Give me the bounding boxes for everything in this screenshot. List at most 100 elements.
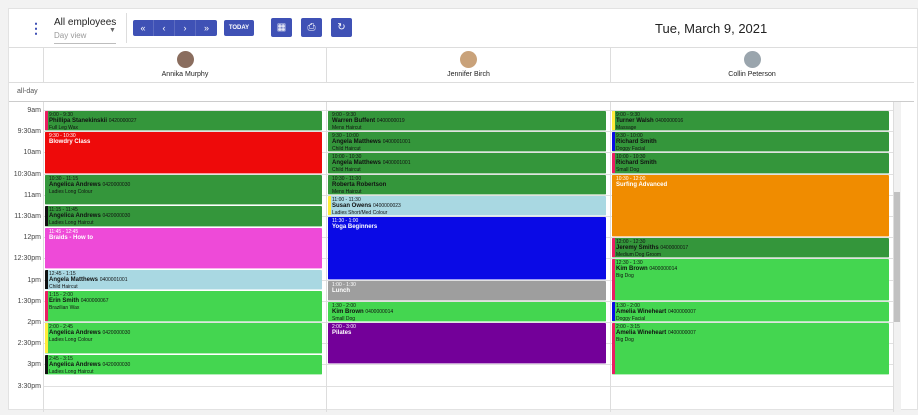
appointment-event[interactable]: 9:30 - 10:30 Blowdry Class [45, 132, 322, 174]
time-label: 9:30am [17, 128, 41, 136]
appointment-event[interactable]: 1:30 - 2:00 Amelia Wineheart 0400000007 Do… [612, 301, 889, 322]
event-client-phone: 0400000007 [667, 308, 696, 315]
appointment-event[interactable]: 2:45 - 3:15 Angelica Andrews 0420000030 La… [45, 354, 322, 375]
event-client-name: Angela Matthews [332, 139, 382, 146]
refresh-icon[interactable]: ↻ [331, 18, 352, 37]
event-service: Massage [616, 125, 637, 131]
appointment-event[interactable]: 11:00 - 11:30 Susan Owens 0400000023 Ladie… [328, 195, 606, 216]
appointment-event[interactable]: 10:30 - 12:00 Surfing Advanced [612, 174, 889, 238]
appointment-event[interactable]: 9:30 - 10:00 Angela Matthews 0400001001 Ch… [328, 132, 606, 153]
appointment-event[interactable]: 1:30 - 2:00 Kim Brown 0400000014 Small Dog [328, 301, 606, 322]
appointment-event[interactable]: 9:00 - 9:30 Turner Walsh 0400000016 Massag… [612, 111, 889, 132]
vertical-scrollbar[interactable] [893, 102, 901, 412]
time-grid[interactable]: 9am 9:30am 10am 10:30am 11am 11:30am 12pm 12:30… [9, 102, 914, 412]
event-title-line: Richard Smith [616, 160, 887, 167]
event-client-name: Braids - How to [49, 234, 94, 241]
event-client-phone: 0420000030 [102, 330, 131, 336]
event-time: 2:00 - 2:45 [49, 324, 73, 330]
resource-header-annika: Annika Murphy [43, 48, 326, 82]
event-client-name: Angelica Andrews [49, 181, 101, 188]
appointment-event[interactable]: 1:00 - 1:30 Lunch [328, 280, 606, 301]
event-status-bar [612, 323, 615, 374]
event-status-bar [45, 227, 48, 268]
event-time: 9:00 - 9:30 [616, 112, 640, 118]
slot-line [43, 110, 893, 111]
today-button[interactable]: TODAY [224, 20, 254, 36]
event-service: Ladies Long Colour [49, 188, 93, 195]
event-time: 11:00 - 11:30 [332, 196, 361, 203]
appointment-event[interactable]: 10:30 - 11:15 Angelica Andrews 0420000030… [45, 174, 322, 206]
event-title-line: Angelica Andrews 0420000030 [49, 362, 320, 369]
date-nav-group: « ‹ › » [133, 20, 218, 36]
event-client-phone: 0400000067 [80, 298, 109, 305]
event-time: 9:00 - 9:30 [49, 112, 73, 118]
previous-day-icon[interactable]: ‹ [154, 20, 175, 36]
event-status-bar [45, 206, 48, 226]
event-time: 2:00 - 3:00 [332, 324, 356, 330]
resource-header-collin: Collin Peterson [610, 48, 893, 82]
event-status-bar [328, 323, 331, 364]
event-title-line: Pilates [332, 330, 604, 337]
last-page-icon[interactable]: » [196, 20, 217, 36]
event-status-bar [328, 111, 331, 131]
employee-select[interactable]: All employees Day view ▼ [54, 15, 116, 44]
event-service: Mens Haircut [332, 125, 362, 131]
toolbar-divider [126, 13, 127, 43]
event-client-name: Surfing Advanced [616, 181, 668, 188]
event-status-bar [45, 111, 48, 131]
all-day-row[interactable]: all-day [9, 82, 914, 102]
slot-line [43, 194, 893, 196]
appointment-event[interactable]: 11:30 - 1:00 Yoga Beginners [328, 217, 606, 280]
event-service: Child Haircut [49, 284, 78, 290]
appointment-event[interactable]: 10:00 - 10:30 Richard Smith Small Dog [612, 153, 889, 174]
appointment-event[interactable]: 10:00 - 10:30 Angela Matthews 0400001001 C… [328, 153, 606, 174]
event-client-phone: 0400000016 [655, 118, 684, 124]
appointment-event[interactable]: 1:15 - 2:00 Erin Smith 0400000067 Brazilia… [45, 291, 322, 322]
time-label: 11am [24, 191, 41, 199]
appointment-event[interactable]: 9:00 - 9:30 Warren Buffent 0400000019 Mens… [328, 111, 606, 132]
calendar-icon[interactable]: ▦ [271, 18, 292, 37]
next-day-icon[interactable]: › [175, 20, 196, 36]
appointment-event[interactable]: 11:45 - 12:45 Braids - How to [45, 227, 322, 269]
event-status-bar [328, 280, 331, 300]
event-title-line: Susan Owens 0400000023 [332, 203, 604, 210]
appointment-event[interactable]: 12:30 - 1:30 Kim Brown 0400000014 Big Dog [612, 259, 889, 301]
event-status-bar [328, 301, 331, 321]
event-client-name: Amelia Wineheart [616, 330, 667, 336]
appointment-event[interactable]: 2:00 - 3:15 Amelia Wineheart 0400000007 Bi… [612, 323, 889, 375]
appointment-event[interactable]: 12:00 - 12:30 Jeremy Smiths 0400000017 Med… [612, 238, 889, 259]
event-title-line: Richard Smith [616, 139, 887, 146]
event-time: 9:30 - 10:30 [49, 133, 76, 140]
slot-line [43, 385, 893, 387]
print-icon[interactable]: ⎙ [301, 18, 322, 37]
resource-name: Jennifer Birch [447, 71, 490, 78]
scrollbar-thumb[interactable] [894, 192, 900, 322]
first-page-icon[interactable]: « [133, 20, 154, 36]
event-time: 10:00 - 10:30 [332, 154, 362, 161]
event-time: 12:00 - 12:30 [616, 239, 646, 246]
event-status-bar [45, 354, 48, 374]
event-service: Mens Haircut [332, 188, 362, 195]
appointment-event[interactable]: 2:00 - 2:45 Angelica Andrews 0420000030 La… [45, 323, 322, 354]
appointment-event[interactable]: 11:15 - 11:45 Angelica Andrews 0420000030… [45, 206, 322, 227]
event-client-name: Angelica Andrews [49, 213, 101, 220]
appointment-event[interactable]: 9:00 - 9:30 Phillipa Stanekinskii 0420000… [45, 111, 322, 132]
appointment-event[interactable]: 9:30 - 10:00 Richard Smith Doggy Facial [612, 132, 889, 153]
appointment-event[interactable]: 12:45 - 1:15 Angela Matthews 0400001001 Ch… [45, 270, 322, 291]
more-menu-icon[interactable]: ⋮ [29, 20, 43, 36]
event-status-bar [612, 301, 615, 321]
event-time: 10:00 - 10:30 [616, 154, 646, 161]
event-client-phone: 0400001001 [382, 139, 411, 146]
event-status-bar [612, 153, 615, 173]
event-title-line: Kim Brown 0400000014 [332, 309, 604, 316]
time-label: 1pm [27, 276, 41, 284]
slot-line [43, 300, 893, 302]
appointment-event[interactable]: 10:30 - 11:00 Roberta Robertson Mens Hairc… [328, 174, 606, 195]
appointment-event[interactable]: 2:00 - 3:00 Pilates [328, 323, 606, 365]
event-client-name: Yoga Beginners [332, 224, 378, 230]
slot-line [43, 279, 893, 281]
event-status-bar [45, 174, 48, 205]
time-label: 12:30pm [13, 255, 41, 263]
event-title-line: Phillipa Stanekinskii 0420000027 [49, 118, 320, 125]
event-title-line: Braids - How to [49, 235, 320, 242]
